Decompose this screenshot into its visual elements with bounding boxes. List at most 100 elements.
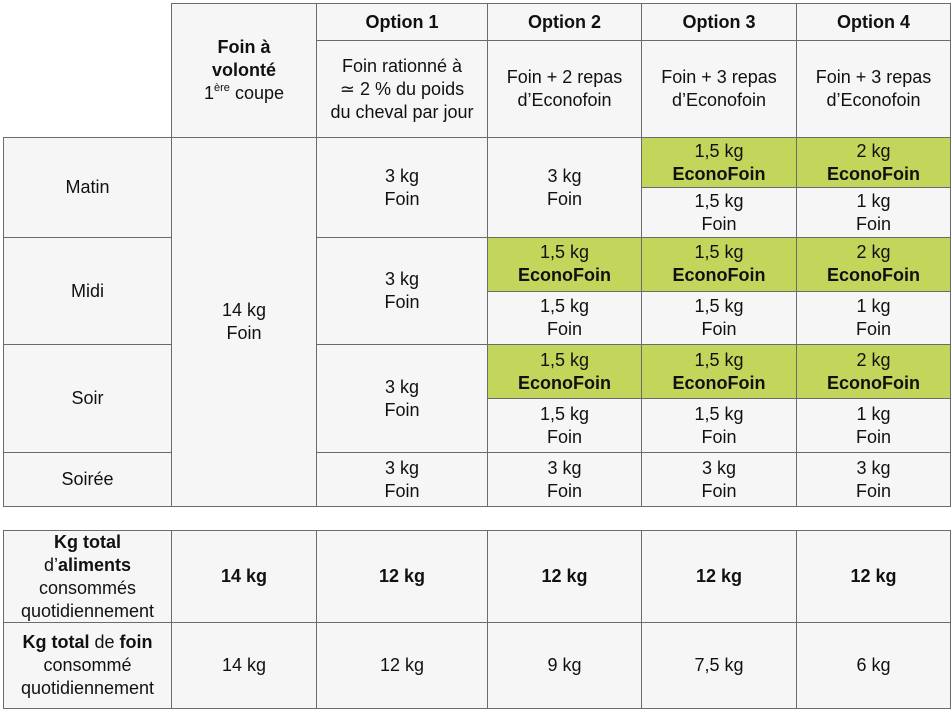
description-line: Foin + 2 repas [506, 67, 623, 87]
quantity: 1 kg [856, 190, 891, 211]
quantity: 3 kg [384, 376, 420, 397]
description-line: Foin + 3 repas [661, 67, 777, 87]
label-line: quotidiennement [21, 677, 154, 700]
option-description: Foin rationné à ≃ 2 % du poids du cheval p… [316, 40, 488, 138]
feed: EconoFoin [518, 372, 611, 393]
superscript: ère [214, 82, 230, 94]
quantity: 1,5 kg [694, 403, 744, 424]
quantity: 1,5 kg [694, 349, 744, 370]
quantity: 1,5 kg [539, 349, 590, 370]
feed: Foin [226, 323, 262, 343]
text: d’ [43, 554, 58, 575]
value: 12 kg [850, 566, 897, 586]
label-line: Kg total de foin [22, 631, 152, 654]
text: Kg total [54, 531, 121, 552]
text: Kg total [22, 632, 90, 652]
row-label: Matin [3, 137, 172, 238]
quantity: 3 kg [384, 457, 420, 478]
text: de [89, 632, 120, 652]
label-line: quotidiennement [21, 600, 154, 623]
portion-cell: 1,5 kg Foin [487, 290, 642, 345]
feed: Foin [855, 318, 891, 339]
total-value: 7,5 kg [641, 622, 797, 709]
total-value: 9 kg [487, 622, 642, 709]
option-header: Option 2 [487, 3, 642, 41]
quantity: 1,5 kg [539, 295, 590, 316]
total-value: 14 kg [171, 622, 317, 709]
feed: Foin [384, 292, 420, 312]
portion-cell: 2 kg EconoFoin [796, 137, 951, 188]
portion-cell: 1,5 kg Foin [641, 187, 797, 238]
feed: Foin [701, 213, 737, 234]
quantity: 1,5 kg [539, 403, 590, 424]
feed: Foin [855, 480, 891, 501]
portion-cell: 1 kg Foin [796, 290, 951, 345]
portion-cell: 1,5 kg EconoFoin [487, 344, 642, 399]
quantity: 3 kg [384, 269, 420, 289]
option-header: Option 4 [796, 3, 951, 41]
total-value: 12 kg [641, 530, 797, 623]
feed: Foin [384, 188, 420, 209]
label-line: d’aliments [44, 554, 131, 577]
quantity: 3 kg [701, 457, 737, 478]
text: foin [119, 632, 153, 652]
description-line: du cheval par jour [330, 101, 474, 122]
text: aliments [57, 554, 132, 575]
option-title: Option 3 [682, 11, 756, 32]
free-choice-cell: 14 kg Foin [171, 137, 317, 507]
feed: EconoFoin [827, 163, 920, 184]
description-line: Foin + 3 repas [815, 67, 932, 87]
portion-cell: 1,5 kg EconoFoin [641, 344, 797, 399]
feed: EconoFoin [672, 372, 766, 393]
feed: Foin [546, 480, 582, 501]
portion-cell: 1 kg Foin [796, 398, 951, 453]
portion-cell: 3 kg Foin [487, 137, 642, 238]
portion-cell: 3 kg Foin [316, 237, 488, 345]
quantity: 3 kg [384, 165, 420, 186]
quantity: 1 kg [856, 403, 891, 424]
portion-cell: 2 kg EconoFoin [796, 344, 951, 399]
feed: EconoFoin [518, 265, 611, 286]
quantity: 1 kg [856, 295, 891, 316]
description-line: d’Econofoin [517, 90, 612, 110]
header-free-choice: Foin à volonté 1ère coupe [171, 3, 317, 138]
value: 7,5 kg [694, 655, 744, 675]
option-title: Option 1 [365, 11, 439, 32]
total-value: 6 kg [796, 622, 951, 709]
portion-cell: 1 kg Foin [796, 187, 951, 238]
portion-cell: 3 kg Foin [316, 452, 488, 507]
feed: Foin [546, 426, 582, 447]
portion-cell: 3 kg Foin [316, 344, 488, 453]
header-subtitle: 1ère coupe [204, 82, 284, 105]
option-header: Option 1 [316, 3, 488, 41]
label-line: consommé [43, 654, 131, 677]
quantity: 1,5 kg [694, 242, 744, 263]
portion-cell: 3 kg Foin [641, 452, 797, 507]
portion-cell: 1,5 kg Foin [641, 398, 797, 453]
total-value: 12 kg [796, 530, 951, 623]
value: 14 kg [221, 655, 267, 675]
feed: Foin [701, 426, 737, 447]
row-label: Soirée [3, 452, 172, 507]
feed: Foin [546, 188, 582, 209]
description-line: d’Econofoin [826, 90, 921, 110]
feed: EconoFoin [672, 265, 766, 286]
row-label-text: Midi [70, 280, 104, 301]
description-line: d’Econofoin [671, 90, 767, 110]
value: 12 kg [541, 566, 588, 586]
row-label: Soir [3, 344, 172, 453]
text: coupe [229, 83, 284, 103]
quantity: 2 kg [856, 242, 891, 263]
portion-cell: 1,5 kg EconoFoin [641, 237, 797, 292]
feed: EconoFoin [827, 265, 920, 286]
option-description: Foin + 3 repas d’Econofoin [641, 40, 797, 138]
quantity: 3 kg [547, 457, 582, 478]
value: 9 kg [547, 655, 582, 675]
text: 1 [204, 83, 215, 103]
feed: Foin [855, 426, 891, 447]
description-line: Foin rationné à [341, 55, 463, 76]
portion-cell: 3 kg Foin [796, 452, 951, 507]
quantity: 2 kg [856, 349, 891, 370]
value: 12 kg [695, 566, 743, 586]
feed: Foin [855, 213, 891, 234]
